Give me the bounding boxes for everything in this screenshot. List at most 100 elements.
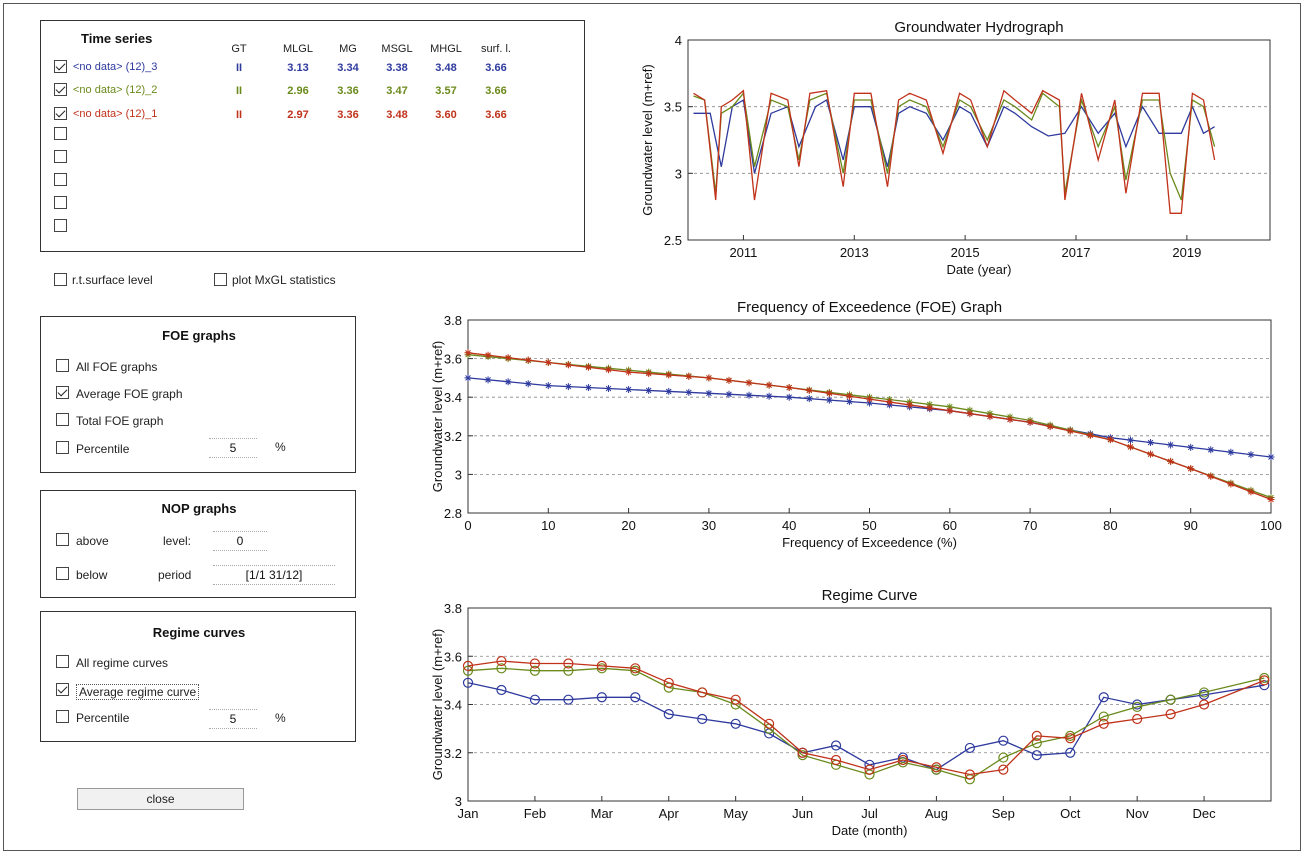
header-surf: surf. l. bbox=[481, 43, 511, 55]
y-axis-label: Groundwater level (m+ref) bbox=[640, 64, 655, 215]
empty-series-checkbox[interactable] bbox=[54, 219, 67, 232]
rt-surface-checkbox[interactable] bbox=[54, 273, 67, 286]
data-point bbox=[462, 677, 474, 688]
data-point bbox=[496, 655, 507, 667]
data-point bbox=[563, 694, 574, 705]
close-button[interactable]: close bbox=[77, 788, 244, 810]
gt-value: II bbox=[235, 109, 243, 121]
header-mg: MG bbox=[339, 43, 357, 55]
plot-mxgl-checkbox[interactable] bbox=[214, 273, 227, 286]
data-point bbox=[1259, 672, 1270, 684]
total-foe-checkbox[interactable] bbox=[56, 413, 69, 426]
all-foe-checkbox[interactable] bbox=[56, 359, 69, 372]
surf-value: 3.66 bbox=[485, 62, 507, 74]
regime-panel: Regime curves All regime curves Average … bbox=[40, 611, 356, 742]
average-foe-checkbox[interactable] bbox=[56, 386, 69, 399]
regime-percent-unit: % bbox=[275, 711, 286, 725]
x-tick-label: Jun bbox=[792, 806, 813, 821]
data-point bbox=[797, 747, 808, 758]
nop-period-input[interactable]: [1/1 31/12] bbox=[213, 565, 335, 585]
data-point bbox=[462, 660, 474, 672]
header-mhgl: MHGL bbox=[430, 43, 462, 55]
data-point bbox=[765, 392, 773, 400]
x-tick-label: 60 bbox=[943, 518, 957, 533]
data-point bbox=[797, 750, 808, 761]
data-point bbox=[705, 374, 713, 382]
data-point bbox=[685, 388, 693, 396]
data-point bbox=[1167, 441, 1175, 449]
empty-series-checkbox[interactable] bbox=[54, 150, 67, 163]
data-point bbox=[745, 379, 753, 387]
data-point bbox=[730, 718, 741, 729]
y-tick-label: 3.2 bbox=[444, 429, 462, 444]
nop-above-checkbox[interactable] bbox=[56, 533, 69, 546]
empty-series-checkbox[interactable] bbox=[54, 196, 67, 209]
data-point bbox=[1259, 675, 1270, 686]
data-point bbox=[1167, 457, 1175, 465]
x-tick-label: 70 bbox=[1023, 518, 1037, 533]
y-tick-label: 3.6 bbox=[444, 352, 462, 367]
data-point bbox=[663, 709, 674, 720]
series-line bbox=[693, 89, 1216, 214]
mg-value: 3.36 bbox=[337, 85, 359, 97]
data-point bbox=[630, 663, 641, 674]
series-checkbox[interactable] bbox=[54, 60, 67, 73]
data-point bbox=[1198, 689, 1210, 700]
foe-percentile-checkbox[interactable] bbox=[56, 441, 69, 454]
data-point bbox=[1098, 692, 1109, 703]
header-mlgl: MLGL bbox=[283, 43, 313, 55]
y-tick-label: 3.4 bbox=[444, 390, 462, 405]
data-point bbox=[1046, 423, 1054, 431]
nop-level-input[interactable]: 0 bbox=[213, 531, 267, 551]
y-tick-label: 2.5 bbox=[664, 233, 682, 248]
mlgl-value: 2.97 bbox=[287, 109, 309, 121]
plot-mxgl-label: plot MxGL statistics bbox=[232, 273, 336, 287]
data-point bbox=[926, 404, 934, 412]
data-point bbox=[1086, 431, 1094, 439]
y-tick-label: 3.2 bbox=[444, 746, 462, 761]
mg-value: 3.36 bbox=[337, 109, 359, 121]
data-point bbox=[845, 398, 853, 406]
data-point bbox=[998, 764, 1009, 775]
foe-percentile-input[interactable]: 5 bbox=[209, 438, 257, 458]
series-checkbox[interactable] bbox=[54, 107, 67, 120]
data-point bbox=[946, 407, 954, 415]
series-line bbox=[693, 91, 1216, 201]
data-point bbox=[785, 393, 793, 401]
x-tick-label: Nov bbox=[1126, 806, 1150, 821]
y-tick-label: 2.8 bbox=[444, 506, 462, 521]
total-foe-label: Total FOE graph bbox=[76, 414, 164, 428]
data-point bbox=[630, 692, 641, 703]
empty-series-checkbox[interactable] bbox=[54, 173, 67, 186]
regime-percentile-checkbox[interactable] bbox=[56, 710, 69, 723]
chart-title: Frequency of Exceedence (FOE) Graph bbox=[737, 299, 1002, 316]
series-line bbox=[693, 98, 1215, 174]
data-point bbox=[464, 349, 472, 357]
window-frame bbox=[3, 3, 1301, 851]
data-point bbox=[1207, 446, 1215, 454]
surf-value: 3.66 bbox=[485, 85, 507, 97]
regime-percentile-input[interactable]: 5 bbox=[209, 709, 257, 729]
data-point bbox=[663, 677, 674, 688]
data-point bbox=[866, 395, 873, 403]
series-checkbox[interactable] bbox=[54, 83, 67, 96]
x-tick-label: 90 bbox=[1183, 518, 1197, 533]
data-point bbox=[1267, 453, 1275, 461]
mlgl-value: 2.96 bbox=[287, 85, 309, 97]
all-regime-checkbox[interactable] bbox=[56, 655, 69, 668]
mhgl-value: 3.48 bbox=[435, 62, 457, 74]
foe-percentile-label: Percentile bbox=[76, 442, 130, 456]
data-point bbox=[845, 392, 853, 400]
nop-below-checkbox[interactable] bbox=[56, 567, 69, 580]
y-tick-label: 3.5 bbox=[664, 100, 682, 115]
data-point bbox=[1065, 747, 1076, 758]
data-point bbox=[464, 374, 472, 382]
empty-series-checkbox[interactable] bbox=[54, 127, 67, 140]
y-axis-label: Groundwater level (m+ref) bbox=[430, 341, 445, 492]
series-line bbox=[467, 354, 1272, 499]
data-point bbox=[1165, 694, 1176, 705]
average-regime-checkbox[interactable] bbox=[56, 683, 69, 696]
x-tick-label: 20 bbox=[621, 518, 635, 533]
average-foe-label: Average FOE graph bbox=[76, 387, 183, 401]
